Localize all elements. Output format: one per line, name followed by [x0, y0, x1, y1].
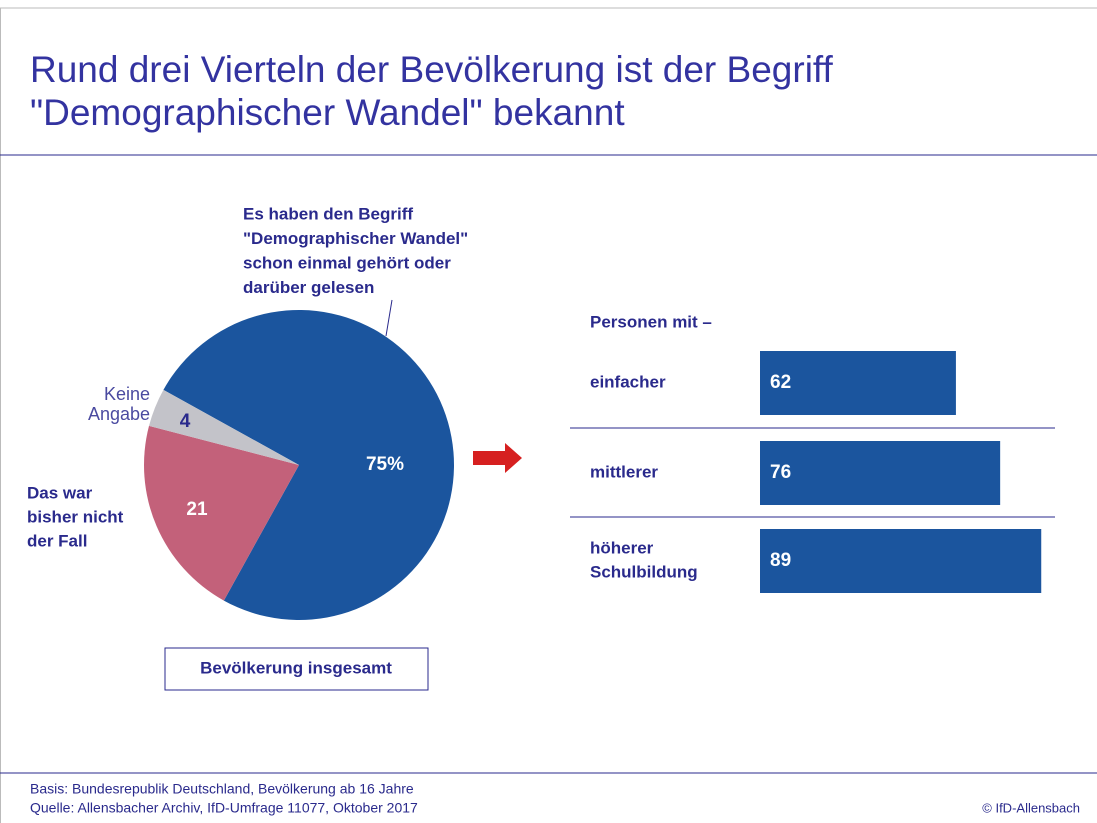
- bar: [760, 351, 956, 415]
- value-label: 76: [770, 462, 791, 483]
- value-label: 75%: [366, 454, 404, 475]
- category-label: Schulbildung: [590, 562, 698, 581]
- pie-slice: [144, 425, 299, 601]
- leader-line: [385, 299, 393, 337]
- value-label: 4: [180, 411, 191, 432]
- title-line: "Demographischer Wandel" bekannt: [30, 92, 625, 133]
- category-label: Keine: [104, 384, 150, 404]
- category-label: schon einmal gehört oder: [243, 253, 451, 272]
- bar: [760, 529, 1042, 593]
- category-label: bisher nicht: [27, 507, 124, 526]
- arrow: [473, 443, 522, 473]
- category-label: Es haben den Begriff: [243, 204, 413, 223]
- category-label: "Demographischer Wandel": [243, 229, 468, 248]
- pie-slice: [163, 310, 454, 620]
- footer-note: Basis: Bundesrepublik Deutschland, Bevöl…: [30, 781, 414, 797]
- category-label: Das war: [27, 483, 93, 502]
- bar: [760, 441, 1001, 505]
- caption-box: [164, 647, 429, 691]
- category-label: einfacher: [590, 372, 666, 391]
- category-label: mittlerer: [590, 462, 658, 481]
- footer-note: Quelle: Allensbacher Archiv, IfD-Umfrage…: [30, 800, 418, 816]
- category-label: Angabe: [88, 404, 150, 424]
- value-label: 21: [186, 499, 208, 520]
- title-line: Rund drei Vierteln der Bevölkerung ist d…: [30, 49, 834, 90]
- category-label: darüber gelesen: [243, 278, 374, 297]
- value-label: 89: [770, 550, 791, 571]
- copyright: © IfD-Allensbach: [982, 800, 1080, 815]
- pie-slice: [149, 389, 299, 465]
- bar-title: Personen mit –: [590, 312, 712, 331]
- pie-caption: Bevölkerung insgesamt: [200, 658, 392, 677]
- category-label: der Fall: [27, 531, 87, 550]
- value-label: 62: [770, 372, 791, 393]
- category-label: höherer: [590, 538, 654, 557]
